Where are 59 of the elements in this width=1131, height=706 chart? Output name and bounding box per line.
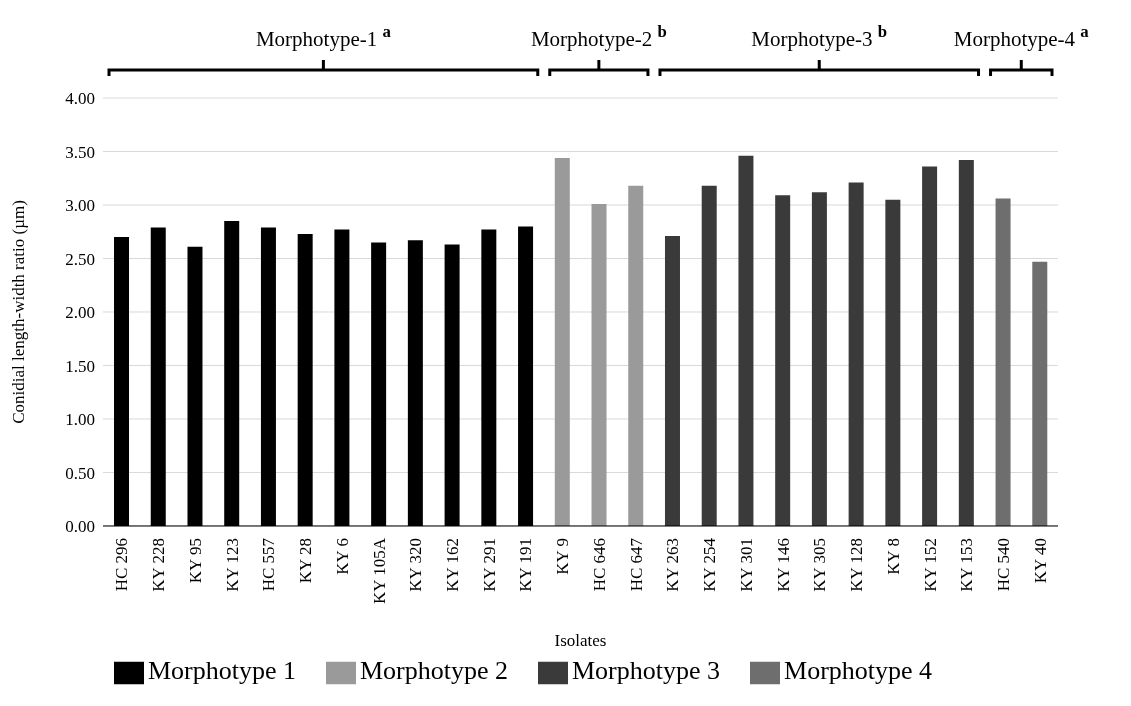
bar: [885, 199, 901, 526]
x-tick-label: KY 263: [663, 537, 683, 592]
x-tick-label: HC 647: [626, 537, 646, 592]
x-tick-label: KY 8: [883, 537, 903, 575]
legend-label: Morphotype 1: [147, 655, 296, 685]
y-tick-label: 2.00: [65, 303, 95, 323]
x-tick-label: KY 105A: [369, 537, 389, 604]
x-tick-label: KY 320: [406, 537, 426, 592]
x-tick-label: KY 305: [810, 537, 830, 592]
y-tick-label: 0.50: [65, 463, 95, 483]
y-tick-label: 3.50: [65, 142, 95, 162]
x-tick-label: HC 540: [993, 537, 1013, 592]
bar: [554, 157, 570, 526]
y-tick-label: 1.00: [65, 410, 95, 430]
y-axis-title: Conidial length-width ratio (µm): [9, 200, 29, 424]
bar: [591, 203, 607, 526]
bar: [775, 195, 791, 526]
x-tick-label: KY 146: [773, 537, 793, 592]
bar: [701, 185, 717, 526]
x-tick-label: HC 646: [589, 537, 609, 592]
x-tick-label: HC 557: [259, 537, 279, 592]
bar: [628, 185, 644, 526]
x-tick-label: KY 95: [185, 537, 205, 584]
bar: [958, 160, 974, 526]
bar: [922, 166, 938, 526]
x-tick-label: KY 153: [957, 537, 977, 592]
legend-label: Morphotype 3: [572, 655, 721, 685]
y-tick-label: 2.50: [65, 249, 95, 269]
x-tick-label: KY 191: [516, 537, 536, 592]
x-tick-label: KY 6: [332, 537, 352, 575]
x-tick-label: KY 123: [222, 537, 242, 592]
x-tick-label: KY 162: [443, 537, 463, 592]
bar: [848, 182, 864, 526]
x-tick-label: KY 254: [700, 537, 720, 592]
bar: [664, 236, 680, 526]
legend-label: Morphotype 4: [784, 655, 933, 685]
text: Morphotype-3 $^{b}$: [751, 21, 888, 51]
bar: [1032, 261, 1048, 526]
text: Morphotype-2 $^{b}$: [530, 21, 667, 51]
y-tick-label: 4.00: [65, 89, 95, 109]
x-tick-label: KY 291: [479, 537, 499, 592]
x-tick-label: KY 40: [1030, 537, 1050, 584]
text: Morphotype-4 $^{a}$: [953, 21, 1090, 51]
x-tick-label: KY 9: [553, 537, 573, 575]
bar: [811, 192, 827, 526]
y-tick-label: 3.00: [65, 196, 95, 216]
x-tick-label: KY 228: [149, 537, 169, 592]
x-tick-label: KY 128: [847, 537, 867, 592]
y-tick-label: 0.00: [65, 517, 95, 536]
bar: [995, 198, 1011, 526]
text: Morphotype-1 $^{a}$: [255, 21, 392, 51]
x-tick-label: KY 301: [736, 537, 756, 592]
x-tick-label: KY 152: [920, 537, 940, 592]
x-tick-label: KY 28: [296, 537, 316, 584]
legend-label: Morphotype 2: [359, 655, 508, 685]
x-axis-title: Isolates: [554, 630, 607, 650]
bar: [738, 155, 754, 526]
y-tick-label: 1.50: [65, 356, 95, 376]
x-tick-label: HC 296: [112, 537, 132, 592]
